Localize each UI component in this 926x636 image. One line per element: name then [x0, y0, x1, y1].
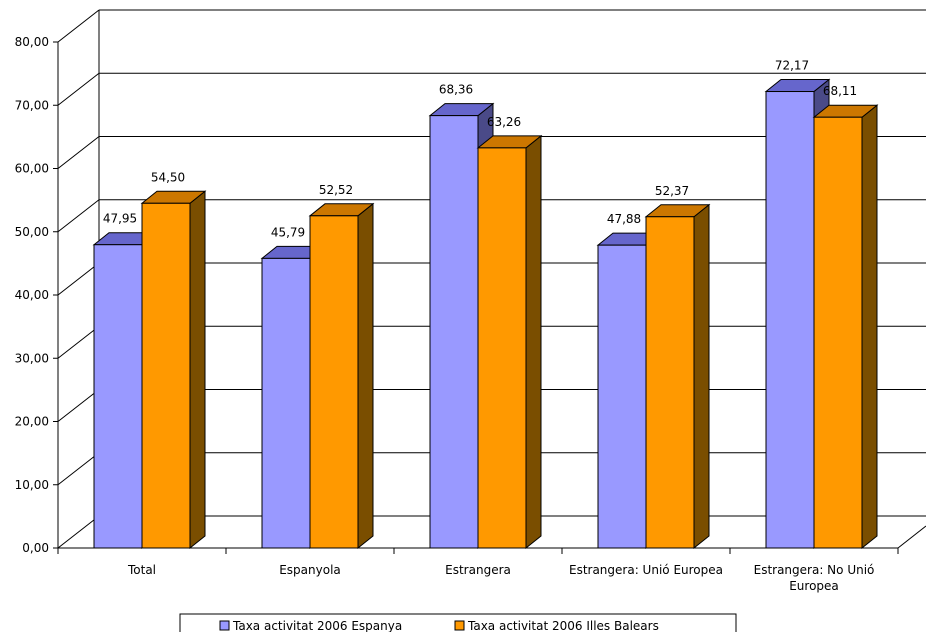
- gridline-side: [57, 199, 100, 233]
- y-tick-label: 40,00: [15, 288, 49, 302]
- bar-side: [189, 190, 206, 550]
- legend-swatch: [219, 620, 230, 631]
- gridline-side: [57, 325, 100, 359]
- legend-swatch: [454, 620, 465, 631]
- data-label: 52,52: [319, 183, 353, 197]
- bar-side: [525, 134, 542, 550]
- data-label: 72,17: [775, 59, 809, 73]
- gridline-side: [57, 262, 100, 296]
- data-label: 47,88: [607, 212, 641, 226]
- y-tick-label: 20,00: [15, 415, 49, 429]
- y-tick-label: 0,00: [22, 541, 49, 555]
- floor-right-edge: [897, 525, 926, 549]
- data-label: 68,11: [823, 84, 857, 98]
- bar: [309, 215, 359, 549]
- bar: [93, 244, 143, 549]
- x-tick-label: Estrangera: No Unió: [754, 563, 875, 577]
- data-label: 47,95: [103, 212, 137, 226]
- y-tick-label: 30,00: [15, 351, 49, 365]
- bar: [141, 202, 191, 549]
- x-tick-label: Europea: [789, 579, 839, 593]
- gridline-side: [57, 72, 100, 106]
- bar: [477, 147, 527, 549]
- bar: [765, 91, 815, 549]
- x-tick-label: Estrangera: Unió Europea: [569, 563, 723, 577]
- floor-left-edge: [57, 515, 100, 549]
- data-label: 63,26: [487, 115, 521, 129]
- data-label: 68,36: [439, 83, 473, 97]
- bar: [261, 257, 311, 549]
- gridline-side: [57, 9, 100, 43]
- x-tick-label: Total: [127, 563, 156, 577]
- data-label: 45,79: [271, 225, 305, 239]
- y-tick-label: 70,00: [15, 98, 49, 112]
- x-tick-label: Estrangera: [445, 563, 511, 577]
- y-tick-label: 50,00: [15, 225, 49, 239]
- y-tick-label: 10,00: [15, 478, 49, 492]
- legend-label: Taxa activitat 2006 Espanya: [232, 619, 402, 632]
- gridline-side: [57, 136, 100, 169]
- gridline-side: [57, 452, 100, 486]
- gridline-side: [57, 389, 100, 422]
- y-tick-label: 60,00: [15, 162, 49, 176]
- bar: [597, 244, 647, 549]
- data-label: 54,50: [151, 170, 185, 184]
- legend-label: Taxa activitat 2006 Illes Balears: [467, 619, 659, 632]
- bar: [645, 216, 695, 549]
- bar-side: [693, 203, 710, 550]
- bar-side: [861, 104, 878, 550]
- y-tick-label: 80,00: [15, 35, 49, 49]
- bar-side: [357, 202, 374, 550]
- x-tick-label: Espanyola: [279, 563, 341, 577]
- bar: [429, 115, 479, 549]
- data-label: 52,37: [655, 184, 689, 198]
- bar: [813, 116, 863, 549]
